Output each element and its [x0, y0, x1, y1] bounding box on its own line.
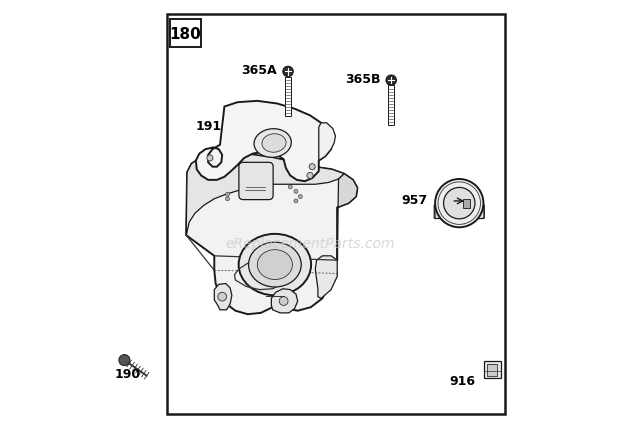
- Circle shape: [279, 297, 288, 306]
- Circle shape: [207, 155, 213, 162]
- Circle shape: [435, 180, 484, 228]
- Bar: [388, 86, 394, 126]
- Text: 180: 180: [169, 26, 202, 42]
- Text: 916: 916: [449, 374, 475, 387]
- Bar: [463, 199, 470, 209]
- Text: eReplacementParts.com: eReplacementParts.com: [225, 236, 395, 250]
- Polygon shape: [337, 174, 357, 261]
- Circle shape: [226, 193, 229, 197]
- Circle shape: [288, 186, 292, 190]
- Polygon shape: [196, 102, 332, 182]
- Circle shape: [294, 199, 298, 203]
- Text: 190: 190: [115, 367, 141, 380]
- Text: 365A: 365A: [241, 64, 277, 77]
- Bar: [484, 361, 500, 378]
- Circle shape: [309, 164, 315, 170]
- Ellipse shape: [262, 134, 286, 153]
- Bar: [487, 364, 497, 376]
- Circle shape: [443, 188, 475, 219]
- Bar: [167, 15, 505, 414]
- Circle shape: [283, 67, 293, 78]
- Polygon shape: [186, 154, 344, 236]
- Circle shape: [218, 293, 226, 301]
- Ellipse shape: [257, 250, 293, 280]
- Bar: [285, 78, 291, 117]
- Polygon shape: [319, 124, 335, 161]
- Circle shape: [307, 173, 313, 179]
- FancyBboxPatch shape: [434, 205, 484, 219]
- Circle shape: [298, 195, 303, 199]
- Polygon shape: [215, 284, 232, 310]
- Ellipse shape: [239, 234, 311, 296]
- Text: 957: 957: [402, 194, 428, 207]
- Text: 365B: 365B: [345, 72, 380, 85]
- FancyBboxPatch shape: [239, 163, 273, 200]
- Ellipse shape: [249, 243, 301, 287]
- Polygon shape: [315, 256, 337, 299]
- Bar: [489, 364, 495, 368]
- Circle shape: [226, 197, 229, 201]
- Polygon shape: [272, 289, 298, 313]
- Circle shape: [294, 190, 298, 194]
- Circle shape: [119, 355, 130, 366]
- Polygon shape: [186, 154, 357, 314]
- Bar: [169, 20, 201, 48]
- Ellipse shape: [254, 129, 291, 158]
- Circle shape: [386, 76, 396, 86]
- Text: 191: 191: [195, 120, 221, 133]
